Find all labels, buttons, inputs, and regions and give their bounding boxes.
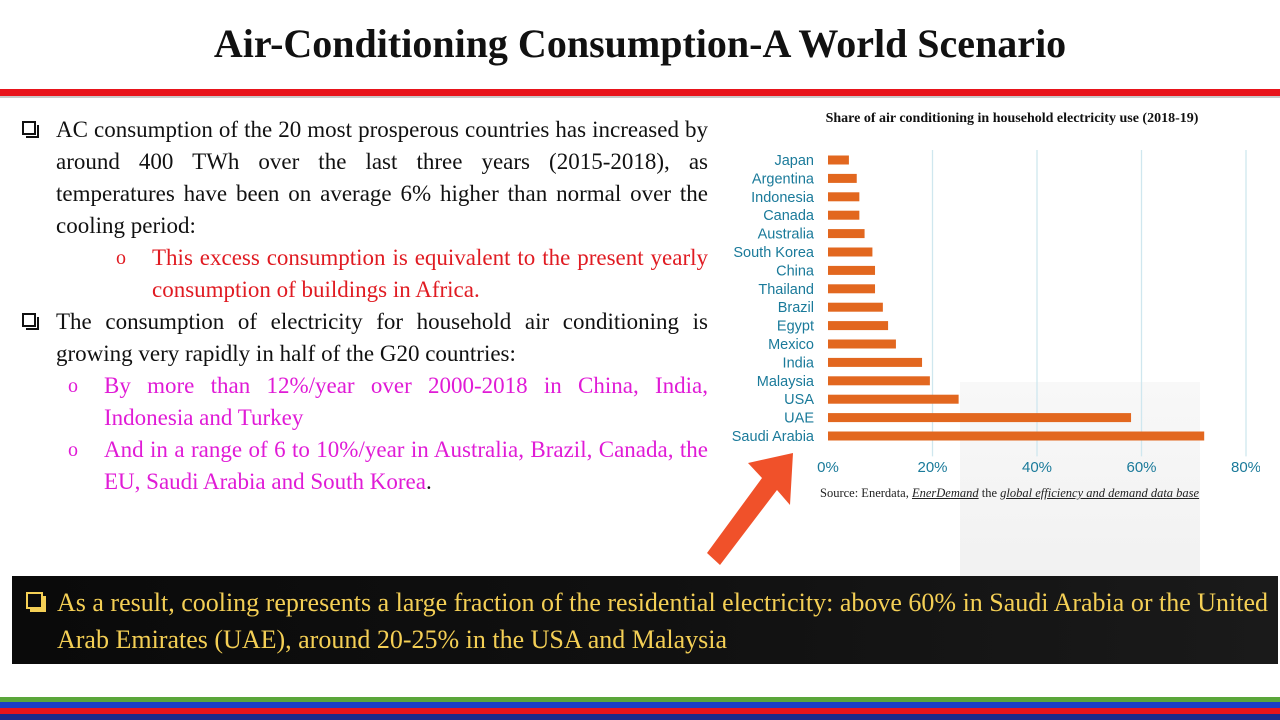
category-label: Mexico [768,337,814,353]
category-label: Saudi Arabia [732,429,815,445]
bar [828,394,959,404]
bar [828,210,860,220]
chart-source: Source: Enerdata, EnerDemand the global … [820,486,1199,501]
bullet-text: The consumption of electricity for house… [56,309,708,366]
category-label: Australia [758,227,815,243]
bar-chart: 0% 20% 40% 60% 80% Japan Argentina Indonesia Can… [732,150,1260,476]
category-label: Thailand [758,282,814,298]
sub-bullet-12pct: o By more than 12%/year over 2000-2018 i… [20,370,708,434]
bar [828,339,896,349]
footer-stripe-red [0,708,1280,714]
checkbox-bullet-icon [22,313,39,330]
bar [828,229,865,239]
category-label: Indonesia [751,190,815,206]
category-label: China [776,263,815,279]
circle-bullet-icon: o [68,439,78,461]
chart-title: Share of air conditioning in household e… [825,111,1199,126]
bar [828,247,873,257]
title-divider-red [0,89,1280,96]
slide-title: Air-Conditioning Consumption-A World Sce… [213,21,1067,66]
category-label: USA [784,392,814,408]
x-tick-label: 20% [917,459,947,476]
circle-bullet-icon: o [68,375,78,397]
category-label: Japan [774,153,814,169]
banner-text: As a result, cooling represents a large … [57,588,1269,654]
source-database: global efficiency and demand data base [1000,486,1200,500]
footer-stripe-green [0,697,1280,702]
bar [828,431,1205,441]
source-middle: the [978,486,1001,500]
bar [828,413,1132,423]
checkbox-bullet-icon [22,121,39,138]
bullet-ac-consumption: AC consumption of the 20 most prosperous… [20,114,708,242]
arrow-icon [707,453,793,565]
x-tick-label: 60% [1126,459,1156,476]
footer-stripe-blue [0,702,1280,708]
sub-bullet-africa: o This excess consumption is equivalent … [20,242,708,306]
x-tick-label: 80% [1231,459,1260,476]
category-label: UAE [784,411,814,427]
bar [828,376,930,386]
sub-bullet-text: And in a range of 6 to 10%/year in Austr… [104,437,708,494]
category-label: Malaysia [757,374,815,390]
bullet-text: AC consumption of the 20 most prosperous… [56,117,708,238]
bar [828,192,860,202]
bar [828,357,923,367]
footer-stripe-navy [0,714,1280,720]
x-tick-label: 40% [1022,459,1052,476]
x-tick-label: 0% [817,459,839,476]
bar [828,284,876,294]
highlight-arrow [707,453,793,565]
sub-bullet-text: This excess consumption is equivalent to… [152,245,708,302]
category-label: Egypt [777,319,814,335]
category-label: Argentina [752,171,815,187]
bullet-household-ac: The consumption of electricity for house… [20,306,708,370]
category-label: Canada [763,208,815,224]
category-label: Brazil [778,300,814,316]
bar [828,265,876,275]
conclusion-banner: As a result, cooling represents a large … [12,576,1278,664]
sub-bullet-period: . [425,469,432,494]
title-divider-grey [0,96,1280,98]
source-prefix: Source: Enerdata, [820,486,912,500]
left-text-column: AC consumption of the 20 most prosperous… [20,114,708,498]
checkbox-bullet-icon [26,592,46,612]
bar [828,302,883,312]
bar [828,173,857,183]
sub-bullet-6-10pct: o And in a range of 6 to 10%/year in Aus… [20,434,708,498]
bar [828,155,849,165]
source-enerdemand: EnerDemand [911,486,979,500]
category-label: South Korea [733,245,815,261]
sub-bullet-text: By more than 12%/year over 2000-2018 in … [104,373,708,430]
circle-bullet-icon: o [116,247,126,269]
bar [828,321,889,331]
category-label: India [783,355,815,371]
